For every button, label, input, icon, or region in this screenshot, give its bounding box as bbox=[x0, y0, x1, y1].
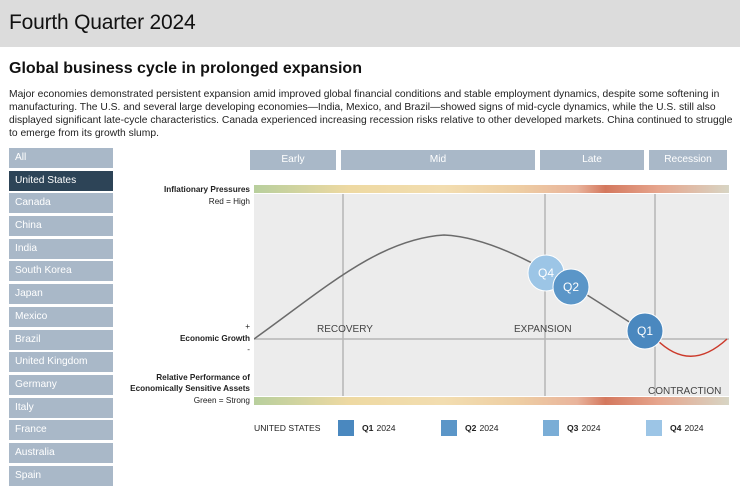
legend-q3-year: 2024 bbox=[581, 422, 601, 433]
country-item-china[interactable]: China bbox=[9, 216, 113, 237]
legend-q1[interactable]: Q1 2024 bbox=[338, 419, 396, 436]
legend-q4-quarter: Q4 bbox=[670, 422, 682, 433]
legend-q4-year: 2024 bbox=[684, 422, 704, 433]
phase-mid-button[interactable]: Mid bbox=[341, 150, 535, 170]
country-item-south-korea[interactable]: South Korea bbox=[9, 261, 113, 282]
page-title: Fourth Quarter 2024 bbox=[9, 11, 196, 34]
header-bar: Fourth Quarter 2024 bbox=[0, 0, 740, 47]
q1-marker-label: Q1 bbox=[637, 324, 653, 338]
contraction-curve bbox=[655, 338, 728, 357]
country-item-united-kingdom[interactable]: United Kingdom bbox=[9, 352, 113, 373]
legend-q1-year: 2024 bbox=[376, 422, 396, 433]
inflation-gradient-bar bbox=[254, 185, 729, 193]
country-item-australia[interactable]: Australia bbox=[9, 442, 113, 463]
country-item-canada[interactable]: Canada bbox=[9, 193, 113, 214]
country-list: All United States Canada China India South Ko… bbox=[9, 148, 113, 488]
country-item-spain[interactable]: Spain bbox=[9, 465, 113, 486]
inflation-pressures-label: Inflationary Pressures bbox=[163, 185, 250, 194]
legend-q1-quarter: Q1 bbox=[362, 422, 374, 433]
country-item-brazil[interactable]: Brazil bbox=[9, 329, 113, 350]
cycle-chart-panel bbox=[254, 194, 729, 396]
legend-q3[interactable]: Q3 2024 bbox=[543, 419, 601, 436]
section-title: Global business cycle in prolonged expan… bbox=[9, 60, 362, 77]
expansion-label: EXPANSION bbox=[514, 324, 572, 335]
cycle-curve bbox=[254, 234, 657, 340]
legend-q1-swatch bbox=[338, 419, 354, 436]
legend-q4[interactable]: Q4 2024 bbox=[646, 419, 704, 436]
country-item-italy[interactable]: Italy bbox=[9, 397, 113, 418]
asset-legend-label: Green = Strong bbox=[193, 396, 250, 405]
legend-q3-swatch bbox=[543, 419, 559, 436]
country-item-india[interactable]: India bbox=[9, 238, 113, 259]
country-item-japan[interactable]: Japan bbox=[9, 284, 113, 305]
legend-q2-swatch bbox=[441, 419, 457, 436]
phase-late-button[interactable]: Late bbox=[540, 150, 644, 170]
inflation-legend-label: Red = High bbox=[208, 197, 250, 206]
q4-marker-label: Q4 bbox=[538, 266, 554, 280]
business-cycle-chart: RECOVERY EXPANSION CONTRACTION Q4 Q2 Q1 bbox=[254, 194, 729, 396]
country-item-france[interactable]: France bbox=[9, 420, 113, 441]
growth-plus-label: + bbox=[245, 322, 250, 331]
phase-recession-button[interactable]: Recession bbox=[649, 150, 727, 170]
legend-country-label: UNITED STATES bbox=[254, 423, 321, 433]
growth-minus-label: - bbox=[247, 345, 250, 354]
q2-marker[interactable]: Q2 bbox=[552, 268, 590, 306]
recovery-label: RECOVERY bbox=[317, 324, 373, 335]
q2-marker-label: Q2 bbox=[563, 280, 579, 294]
phase-early-button[interactable]: Early bbox=[250, 150, 336, 170]
sensitive-assets-label: Economically Sensitive Assets bbox=[130, 384, 250, 393]
section-description: Major economies demonstrated persistent … bbox=[9, 89, 733, 139]
economic-growth-label: Economic Growth bbox=[179, 334, 250, 343]
legend-q2[interactable]: Q2 2024 bbox=[441, 419, 499, 436]
legend-q2-year: 2024 bbox=[479, 422, 499, 433]
q1-marker[interactable]: Q1 bbox=[626, 312, 664, 350]
relative-performance-label: Relative Performance of bbox=[156, 373, 250, 382]
legend-q4-swatch bbox=[646, 419, 662, 436]
country-item-united-states[interactable]: United States bbox=[9, 170, 113, 191]
contraction-label: CONTRACTION bbox=[648, 386, 721, 396]
legend-q2-quarter: Q2 bbox=[465, 422, 477, 433]
asset-performance-gradient-bar bbox=[254, 397, 729, 405]
country-item-all[interactable]: All bbox=[9, 148, 113, 168]
country-item-mexico[interactable]: Mexico bbox=[9, 306, 113, 327]
legend-q3-quarter: Q3 bbox=[567, 422, 579, 433]
country-item-germany[interactable]: Germany bbox=[9, 374, 113, 395]
